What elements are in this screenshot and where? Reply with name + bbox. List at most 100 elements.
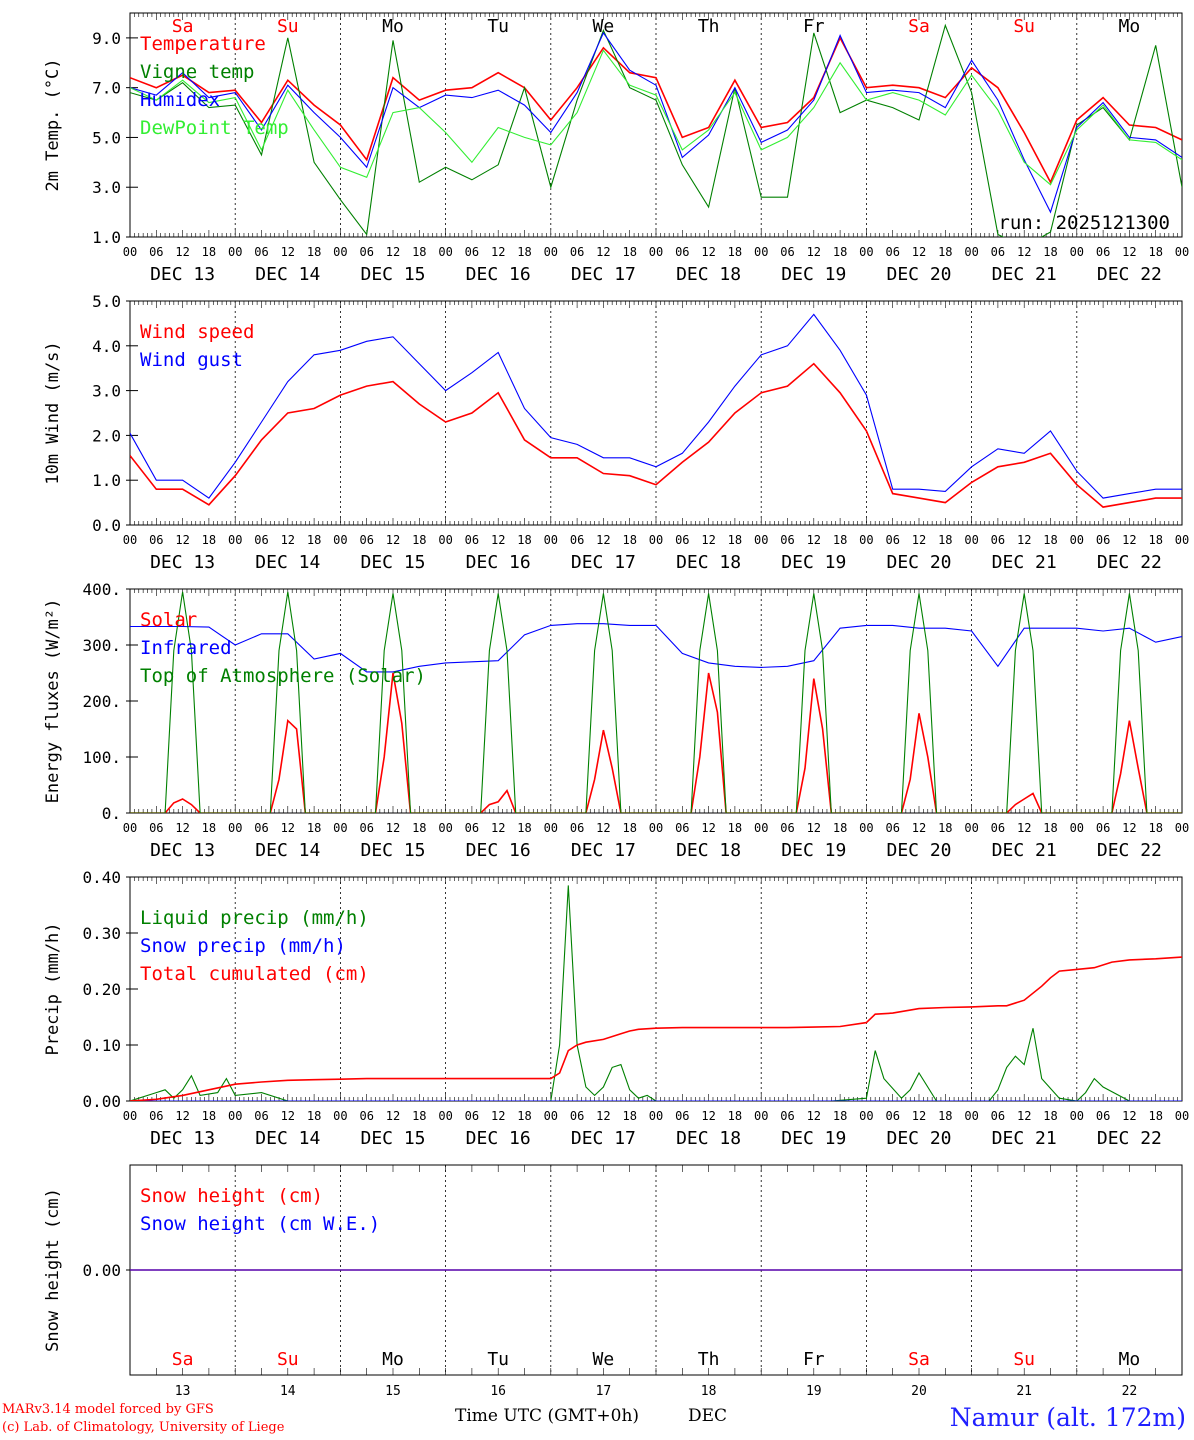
hour-tick-label: 06 — [675, 533, 689, 547]
y-axis-label: 10m Wind (m/s) — [43, 341, 63, 484]
hour-tick-label: 00 — [438, 533, 452, 547]
hour-tick-label: 00 — [544, 533, 558, 547]
weekday-label: Su — [1013, 1349, 1035, 1370]
hour-tick-label: 18 — [938, 533, 952, 547]
hour-tick-label: 00 — [333, 1109, 347, 1123]
hour-tick-label: 00 — [964, 1109, 978, 1123]
hour-tick-label: 18 — [517, 1109, 531, 1123]
hour-tick-label: 06 — [149, 1109, 163, 1123]
hour-tick-label: 00 — [859, 245, 873, 259]
legend-entry: Snow height (cm W.E.) — [140, 1213, 380, 1235]
hour-tick-label: 06 — [359, 821, 373, 835]
date-label: DEC 13 — [150, 264, 215, 285]
day-number-label: 20 — [911, 1384, 927, 1399]
hour-tick-label: 00 — [649, 533, 663, 547]
hour-tick-label: 00 — [754, 1109, 768, 1123]
day-number-label: 21 — [1016, 1384, 1032, 1399]
date-label: DEC 14 — [255, 264, 320, 285]
weekday-label: Th — [698, 16, 720, 37]
legend-entry: Liquid precip (mm/h) — [140, 907, 369, 929]
y-tick-label: 0.20 — [82, 980, 121, 999]
panel-2 — [126, 300, 1183, 526]
hour-tick-label: 06 — [675, 245, 689, 259]
hour-tick-label: 06 — [254, 245, 268, 259]
hour-tick-label: 12 — [596, 245, 610, 259]
hour-tick-label: 18 — [412, 533, 426, 547]
hour-tick-label: 18 — [202, 533, 216, 547]
hour-tick-label: 18 — [1043, 1109, 1057, 1123]
date-label: DEC 19 — [781, 1128, 846, 1149]
date-label: DEC 19 — [781, 552, 846, 573]
hour-tick-label: 12 — [386, 533, 400, 547]
series-line-vigne-temp — [130, 23, 1182, 237]
y-tick-label: 0.00 — [82, 1261, 121, 1280]
hour-tick-label: 06 — [570, 821, 584, 835]
weekday-label: Fr — [803, 1349, 825, 1370]
hour-tick-label: 12 — [912, 821, 926, 835]
hour-tick-label: 18 — [833, 1109, 847, 1123]
legend-entry: Snow height (cm) — [140, 1185, 323, 1207]
date-label: DEC 19 — [781, 264, 846, 285]
hour-tick-label: 12 — [1017, 1109, 1031, 1123]
date-label: DEC 14 — [255, 552, 320, 573]
legend-entry: Humidex — [140, 89, 220, 111]
day-number-label: 13 — [175, 1384, 191, 1399]
hour-tick-label: 18 — [833, 533, 847, 547]
model-credit: MARv3.14 model forced by GFS — [2, 1402, 214, 1417]
hour-tick-label: 06 — [254, 533, 268, 547]
series-line-temperature — [130, 36, 1182, 185]
hour-tick-label: 06 — [570, 245, 584, 259]
date-label: DEC 17 — [571, 1128, 636, 1149]
hour-tick-label: 06 — [359, 1109, 373, 1123]
hour-tick-label: 12 — [175, 1109, 189, 1123]
hour-tick-label: 00 — [123, 245, 137, 259]
hour-tick-label: 00 — [123, 1109, 137, 1123]
hour-tick-label: 06 — [359, 533, 373, 547]
legend-entry: Snow precip (mm/h) — [140, 935, 346, 957]
hour-tick-label: 06 — [149, 245, 163, 259]
date-label: DEC 15 — [360, 1128, 425, 1149]
date-label: DEC 18 — [676, 1128, 741, 1149]
day-number-label: 18 — [701, 1384, 717, 1399]
hour-tick-label: 12 — [175, 533, 189, 547]
weekday-label: Sa — [172, 16, 194, 37]
hour-tick-label: 06 — [991, 533, 1005, 547]
date-label: DEC 21 — [992, 552, 1057, 573]
y-axis-label: Precip (mm/h) — [43, 922, 63, 1055]
day-number-label: 16 — [490, 1384, 506, 1399]
weekday-label: Su — [1013, 16, 1035, 37]
hour-tick-label: 18 — [202, 1109, 216, 1123]
hour-tick-label: 00 — [649, 1109, 663, 1123]
y-tick-label: 0.0 — [92, 516, 121, 535]
date-label: DEC 22 — [1097, 1128, 1162, 1149]
station-name: Namur (alt. 172m) — [949, 1403, 1186, 1432]
hour-tick-label: 06 — [780, 245, 794, 259]
hour-tick-label: 18 — [1043, 821, 1057, 835]
date-label: DEC 15 — [360, 264, 425, 285]
hour-tick-label: 06 — [885, 533, 899, 547]
hour-tick-label: 06 — [465, 821, 479, 835]
weekday-label: Sa — [908, 16, 930, 37]
hour-tick-label: 18 — [1148, 1109, 1162, 1123]
hour-tick-label: 06 — [465, 533, 479, 547]
hour-tick-label: 12 — [912, 533, 926, 547]
hour-tick-label: 18 — [1043, 245, 1057, 259]
hour-tick-label: 12 — [701, 821, 715, 835]
y-tick-label: 200. — [82, 692, 121, 711]
hour-tick-label: 18 — [622, 245, 636, 259]
hour-tick-label: 18 — [517, 245, 531, 259]
hour-tick-label: 00 — [1175, 821, 1189, 835]
legend-entry: Top of Atmosphere (Solar) — [140, 665, 426, 687]
y-axis-label: Snow height (cm) — [43, 1188, 63, 1352]
hour-tick-label: 06 — [465, 1109, 479, 1123]
hour-tick-label: 06 — [359, 245, 373, 259]
y-tick-label: 0.10 — [82, 1036, 121, 1055]
hour-tick-label: 12 — [701, 533, 715, 547]
hour-tick-label: 18 — [1043, 533, 1057, 547]
day-number-label: 17 — [596, 1384, 612, 1399]
hour-tick-label: 12 — [912, 245, 926, 259]
y-tick-label: 4.0 — [92, 337, 121, 356]
hour-tick-label: 18 — [833, 245, 847, 259]
hour-tick-label: 18 — [622, 1109, 636, 1123]
weekday-label: Sa — [172, 1349, 194, 1370]
